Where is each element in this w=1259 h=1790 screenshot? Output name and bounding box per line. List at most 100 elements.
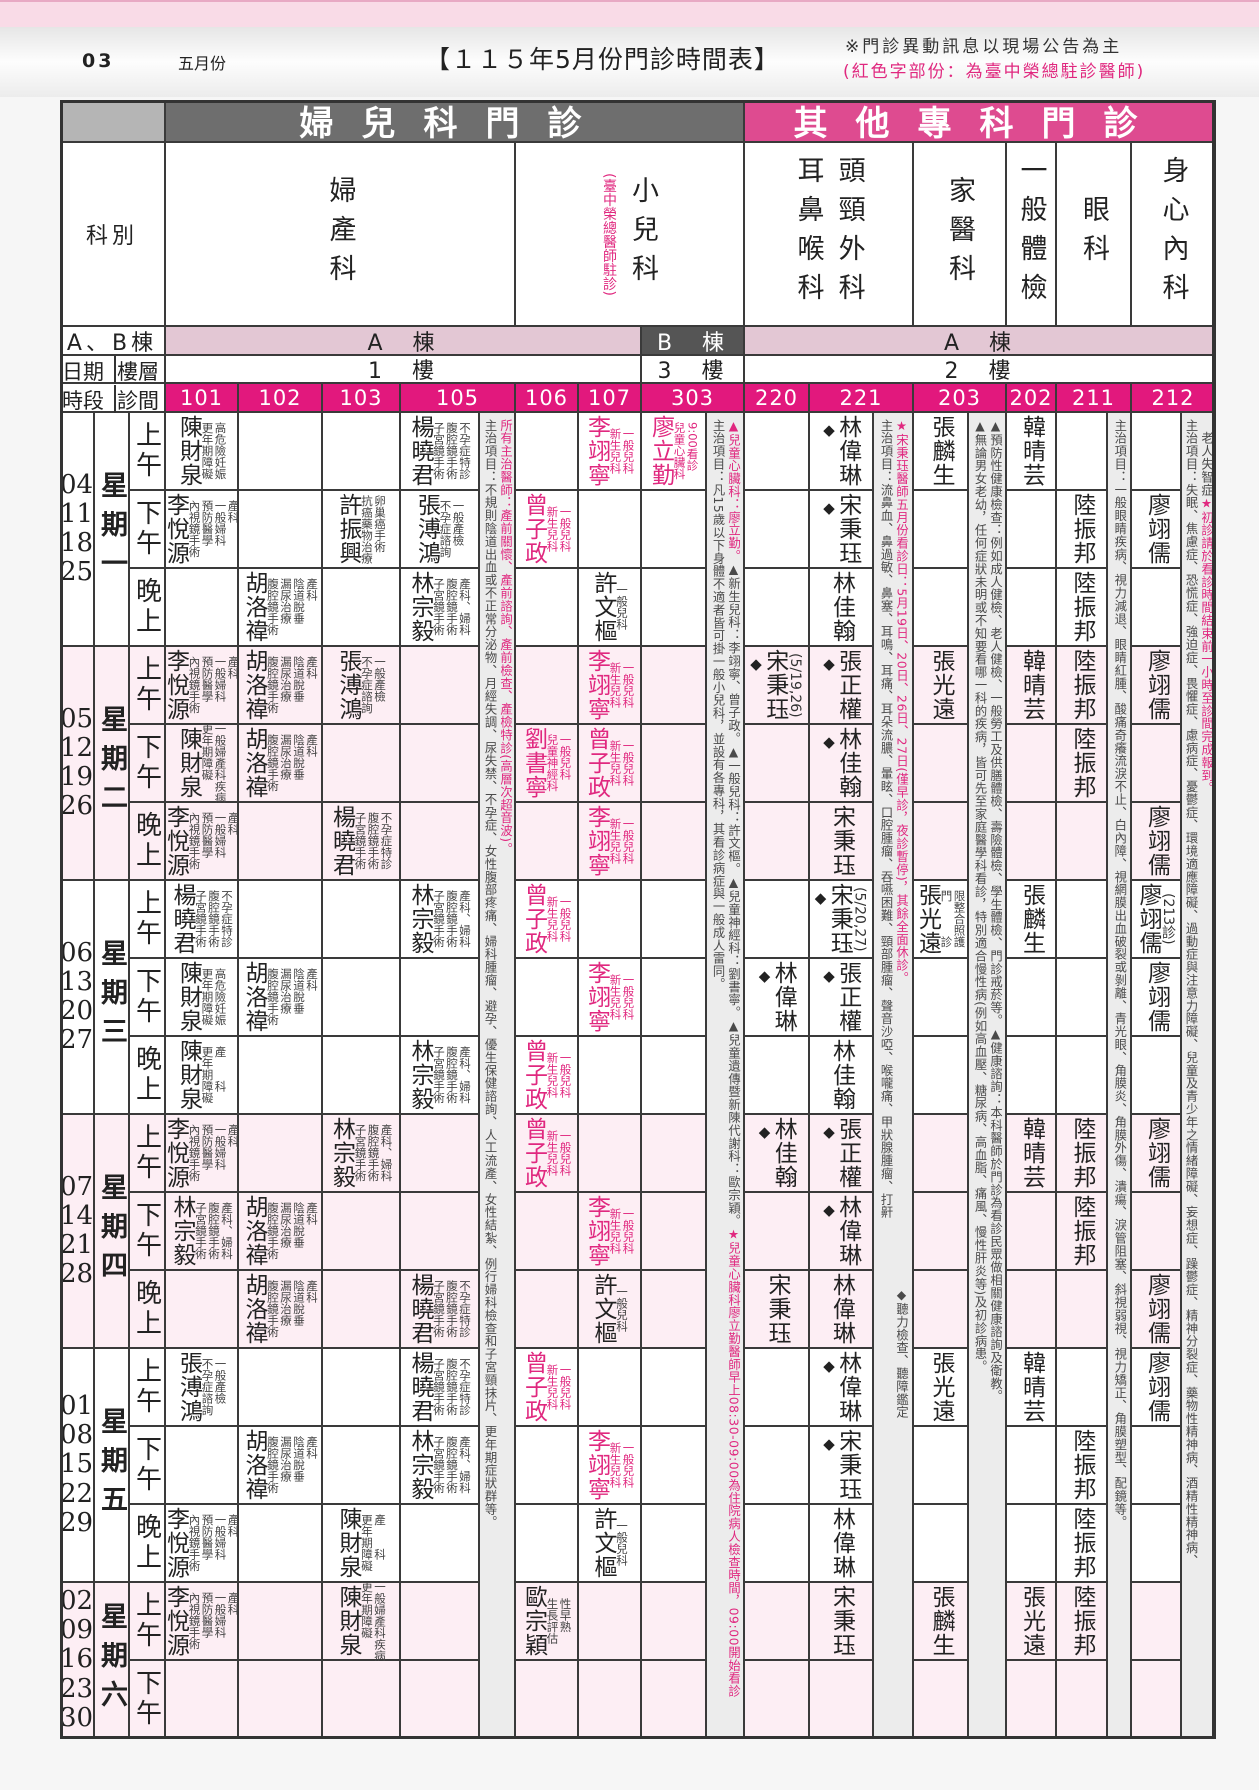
- doctor-specialties: 產科 陰道脫垂 漏尿治療 腹腔鏡手術: [266, 1202, 319, 1260]
- weekday-cell: 星期一: [95, 413, 130, 647]
- weekday-label: 星期五: [96, 1406, 127, 1524]
- specialty: 漏尿治療: [279, 578, 293, 625]
- slot-label: 上午: [131, 1123, 162, 1183]
- diamond-icon: ◆: [823, 1123, 835, 1141]
- schedule-cell-106: [516, 1505, 579, 1583]
- doctor-cell-221: ◆ 張正權: [810, 959, 874, 1037]
- schedule-cell-212: [1132, 1505, 1182, 1583]
- date: 30: [59, 1702, 94, 1733]
- doctor-name: 胡洛禕: [241, 1429, 267, 1501]
- doctor-name: 陳財泉: [175, 1039, 202, 1111]
- specialty: 一般兒科: [615, 1286, 629, 1332]
- specialty: 產科、婦科: [458, 890, 472, 948]
- doctor-cell-107: 李翊寧 一般兒科 新生兒科: [579, 1193, 642, 1271]
- schedule-cell-303: [642, 959, 707, 1037]
- specialty: 更年期障礙: [200, 1046, 215, 1104]
- doctor-cell-103: 張溥鴻 一般產檢 不孕症諮詢: [323, 647, 401, 725]
- doctor-specialties: 一般兒科 新生兒科: [609, 818, 636, 864]
- doctor-cell-202: 韓晴芸: [1007, 1115, 1057, 1193]
- schedule-cell-105: [401, 959, 480, 1037]
- schedule-cell-103: [323, 959, 401, 1037]
- schedule-cell-107: [579, 1115, 642, 1193]
- schedule-cell-106: [516, 1427, 579, 1505]
- doctor-name: 宋秉珏: [764, 1273, 790, 1345]
- schedule-cell-203: [914, 1661, 969, 1739]
- schedule-cell-211: [1057, 1271, 1108, 1349]
- specialty: 新生兒科: [608, 1208, 623, 1254]
- schedule-cell-105: [401, 1661, 480, 1739]
- specialty: 一般兒科: [558, 734, 573, 781]
- schedule-cell-211: [1057, 413, 1108, 491]
- diamond-icon: ◆: [823, 499, 835, 517]
- slot-label: 下午: [131, 1201, 162, 1261]
- slot-label: 時段: [62, 389, 104, 413]
- specialty: 陰道脫垂: [292, 1202, 306, 1249]
- dept-note: (臺中榮總醫師駐診): [600, 172, 617, 296]
- specialty: 產 科: [213, 1046, 228, 1093]
- doctor-cell-203: 張光遠: [914, 647, 969, 725]
- notes-column-203: ▲預防性健康檢查：例如成人健檢、老人健檢、一般勞工及供膳體檢、壽險體檢、學生體檢…: [969, 413, 1007, 1739]
- doctor-name: 張麟生: [928, 415, 954, 487]
- specialty: 內視鏡手術: [187, 500, 202, 558]
- doctor-name: 許振興: [335, 493, 361, 565]
- specialty: 產科、婦科: [458, 578, 472, 636]
- doctor-name: 楊曉君: [407, 1273, 433, 1345]
- doctor-name: 林偉琳: [828, 1507, 855, 1579]
- schedule-cell-203: [914, 1115, 969, 1193]
- building-2: A 棟: [745, 327, 1216, 356]
- specialty: 腹腔鏡手術: [207, 1202, 221, 1260]
- diamond-icon: ◆: [823, 655, 835, 673]
- date: 26: [59, 791, 94, 822]
- doctor-specialties: 一般兒科: [615, 1286, 629, 1332]
- specialty: 產科: [226, 1514, 241, 1538]
- weekday-cell: 星期六: [95, 1583, 130, 1739]
- page-title: 【１１５年5月份門診時間表】: [425, 45, 780, 74]
- notes-text-column: 主治項目：流鼻血、鼻過敏、鼻塞、耳鳴、耳痛、耳朵流膿、暈眩、口腔腫瘤、吞嚥困難、…: [878, 419, 893, 1737]
- specialty: 一般兒科: [621, 428, 636, 474]
- specialty: 子宮鏡手術: [194, 890, 208, 948]
- doctor-specialties: 產科、婦科 腹腔鏡手術 子宮鏡手術: [432, 1046, 472, 1104]
- specialty: 漏尿治療: [279, 968, 293, 1015]
- notes-text-column: ★宋秉珏醫師五月份看診日：5月19日、20日、26日、27日(僅早診，夜診暫停)…: [893, 419, 909, 1737]
- specialty: 產科: [305, 1280, 319, 1304]
- doctor-name: 林偉琳: [834, 1351, 861, 1423]
- banner-other-specialties: 其他專科門診: [745, 100, 1216, 144]
- specialty: 腹腔鏡手術: [266, 734, 280, 792]
- doctor-name: 陳財泉: [175, 415, 202, 487]
- schedule-cell-106: [516, 1661, 579, 1739]
- specialty: 陰道脫垂: [292, 656, 306, 703]
- floor-2: 2 樓: [745, 356, 1216, 384]
- slot-cell: 上午: [130, 1583, 166, 1661]
- specialty: 性早熟: [558, 1598, 573, 1633]
- doctor-specialties: 一般產檢 不孕症諮詢: [201, 1358, 228, 1416]
- doctor-specialties: 一般兒科 新生兒科: [609, 1442, 636, 1488]
- specialty: 子宮鏡手術: [194, 1202, 208, 1260]
- doctor-cell-212: 廖翊儒: [1132, 803, 1182, 881]
- specialty: 高危險妊娠: [213, 422, 228, 480]
- doctor-name: 李翊寧: [583, 415, 610, 487]
- doctor-cell-221: ◆ 林偉琳: [810, 1349, 874, 1427]
- specialty: 預防醫學: [200, 656, 215, 703]
- specialty: 一般婦科: [213, 1124, 228, 1171]
- room-header-211: 211: [1057, 384, 1132, 413]
- date: 22: [59, 1478, 94, 1509]
- doctor-cell-220: ◆ 林佳翰: [745, 1115, 810, 1193]
- doctor-specialties: 一般產檢 不孕症諮詢: [439, 500, 466, 558]
- specialty: 一般兒科: [615, 584, 629, 630]
- doctor-cell-221: ◆ 林偉琳: [810, 413, 874, 491]
- schedule-cell-106: [516, 1193, 579, 1271]
- doctor-name: 李翊寧: [583, 1195, 610, 1267]
- doctor-name: 林佳翰: [834, 727, 861, 799]
- slot-cell: 上午: [130, 881, 166, 959]
- date: 14: [59, 1200, 94, 1231]
- doctor-name: 張光遠: [928, 649, 954, 721]
- doctor-name: 韓晴芸: [1018, 415, 1045, 487]
- specialty: 更年期障礙: [360, 1514, 374, 1572]
- specialty: 腹腔鏡手術: [266, 656, 280, 714]
- date: 23: [59, 1673, 94, 1704]
- specialty: 子宮鏡手術: [432, 1358, 446, 1416]
- schedule-cell-220: [745, 491, 810, 569]
- doctor-cell-107: 曾子政 一般兒科 新生兒科: [579, 725, 642, 803]
- notes-text: 主治項目：失眠、焦慮症、恐慌症、強迫症、畏懼症、慮病症、憂鬱症、環境適應障礙、過…: [1184, 419, 1198, 1568]
- schedule-cell-303: [642, 1427, 707, 1505]
